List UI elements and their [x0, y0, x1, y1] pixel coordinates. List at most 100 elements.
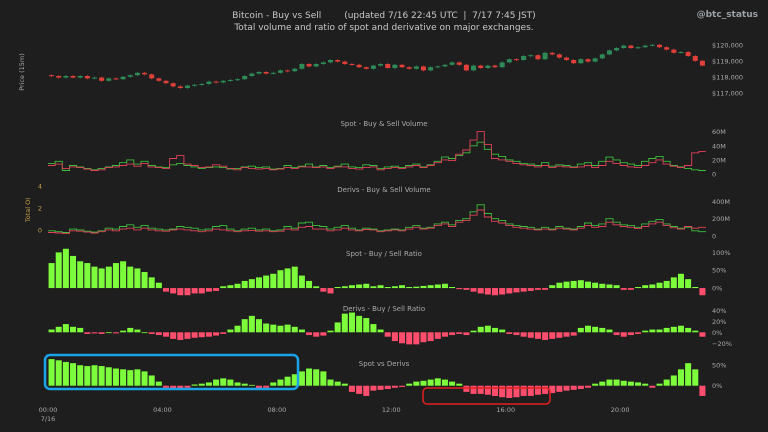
derivs-ratio-bar-sell: [220, 332, 227, 334]
spot-ratio-bar-buy: [642, 285, 649, 289]
derivs-ratio-bar-buy: [234, 325, 241, 333]
candle-up: [442, 64, 448, 67]
spot-vs-derivs-bar-buy: [141, 371, 148, 386]
spot-ratio-bar-buy: [284, 268, 291, 289]
spot-ratio-bar-buy: [413, 286, 420, 289]
derivs-ratio-bar-sell: [198, 332, 205, 338]
spot-vs-derivs-bar-buy: [449, 381, 456, 386]
candle-down: [149, 74, 155, 79]
candle-up: [235, 79, 241, 81]
spot-ratio-bar-buy: [341, 286, 348, 289]
spot-vs-derivs-bar-buy: [627, 381, 634, 386]
spot-vs-derivs-bar-buy: [298, 371, 305, 386]
spot-vs-derivs-bar-buy: [306, 368, 313, 386]
candle-up: [413, 66, 419, 69]
spot-ratio-bar-sell: [213, 288, 220, 291]
derivs-ratio-bar-buy: [677, 325, 684, 333]
spot-ratio-bar-buy: [220, 286, 227, 289]
spot-vs-derivs-bar-buy: [341, 383, 348, 386]
spot-vs-derivs-bar-buy: [77, 365, 84, 386]
x-tick-label: 12:00: [382, 406, 401, 414]
derivs-ratio-bar-sell: [391, 332, 398, 342]
derivs-ratio-bar-sell: [449, 332, 456, 336]
spot-ratio-bar-buy: [84, 263, 91, 289]
spot-vs-derivs-bar-sell: [263, 385, 270, 388]
spot-vs-derivs-bar-buy: [291, 374, 298, 386]
candle-up: [485, 65, 491, 68]
spot-ratio-bar-buy: [298, 275, 305, 289]
derivs-ratio-bar-sell: [527, 332, 534, 338]
candle-down: [156, 78, 162, 81]
derivs-ratio-bar-buy: [134, 329, 141, 333]
spot-vs-derivs-bar-buy: [277, 379, 284, 386]
derivs-ratio-bar-sell: [570, 332, 577, 336]
derivs-ratio-ytick-label: 20%: [712, 318, 726, 326]
spot-vs-derivs-bar-buy: [606, 379, 613, 386]
spot-vs-derivs-bar-buy: [441, 379, 448, 386]
derivs-ratio-bar-buy: [298, 329, 305, 333]
candle-down: [335, 60, 341, 62]
brand-handle[interactable]: @btc_status: [696, 10, 758, 20]
spot-ratio-bar-buy: [692, 287, 699, 289]
spot-vs-derivs-bar-sell: [470, 385, 477, 394]
derivs-ratio-bar-sell: [184, 332, 191, 339]
spot-vs-derivs-bar-sell: [584, 385, 591, 388]
spot-ratio-bar-sell: [620, 288, 627, 290]
spot-volume-sell-line: [48, 131, 706, 171]
spot-vs-derivs-bar-buy: [599, 381, 606, 386]
spot-ratio-bar-buy: [384, 287, 391, 289]
spot-ratio-bar-buy: [105, 266, 112, 289]
derivs-ratio-bar-sell: [191, 332, 198, 338]
derivs-ratio-bar-sell: [434, 332, 441, 339]
spot-ratio-bar-buy: [677, 273, 684, 289]
spot-vs-derivs-bar-buy: [105, 367, 112, 386]
spot-vs-derivs-bar-buy: [248, 384, 255, 386]
spot-ratio-bar-sell: [492, 288, 499, 296]
spot-ratio-bar-sell: [163, 288, 170, 292]
spot-vs-derivs-bar-sell: [542, 385, 549, 394]
spot-ratio-bar-sell: [184, 288, 191, 296]
derivs-ratio-bar-buy: [62, 324, 69, 333]
derivs-ratio-bar-buy: [277, 325, 284, 333]
spot-vs-derivs-bar-buy: [406, 383, 413, 386]
candle-down: [571, 60, 577, 64]
derivs-ratio-bar-sell: [699, 332, 706, 337]
spot-vs-derivs-ytick-label: 50%: [712, 362, 726, 370]
derivs-ratio-bar-buy: [263, 323, 270, 333]
derivs-ratio-bar-sell: [399, 332, 406, 344]
spot-ratio-ytick-label: 0%: [712, 285, 722, 293]
x-tick-label: 16:00: [496, 406, 515, 414]
candle-down: [513, 59, 519, 61]
candle-down: [478, 65, 484, 68]
candle-down: [363, 67, 369, 69]
candle-up: [192, 84, 198, 86]
spot-vs-derivs-bar-buy: [420, 380, 427, 386]
x-tick-date-label: 7/16: [41, 415, 56, 423]
spot-ratio-bar-sell: [513, 288, 520, 293]
spot-vs-derivs-bar-buy: [91, 365, 98, 386]
candle-down: [342, 61, 348, 64]
spot-vs-derivs-bar-buy: [413, 381, 420, 386]
spot-ratio-bar-buy: [434, 284, 441, 289]
candle-down: [564, 57, 570, 60]
candle-up: [678, 52, 684, 53]
spot-vs-derivs-bar-sell: [177, 385, 184, 389]
spot-ratio-bar-buy: [670, 277, 677, 289]
derivs-ratio-bar-sell: [163, 332, 170, 337]
candle-down: [113, 78, 119, 80]
spot-ratio-bar-buy: [70, 255, 77, 289]
oi-tick-label: 2: [38, 205, 42, 213]
candle-down: [356, 64, 362, 68]
spot-ratio-bar-sell: [198, 288, 205, 294]
spot-vs-derivs-bar-buy: [198, 383, 205, 386]
derivs-ratio-bar-sell: [549, 332, 556, 339]
spot-ratio-bar-buy: [427, 285, 434, 289]
candle-down: [142, 72, 148, 75]
candle-up: [449, 62, 455, 65]
candle-down: [664, 47, 670, 50]
spot-vs-derivs-bar-buy: [205, 382, 212, 386]
spot-vs-derivs-bar-buy: [656, 383, 663, 386]
candle-up: [578, 59, 584, 64]
spot-ratio-bar-buy: [148, 277, 155, 289]
